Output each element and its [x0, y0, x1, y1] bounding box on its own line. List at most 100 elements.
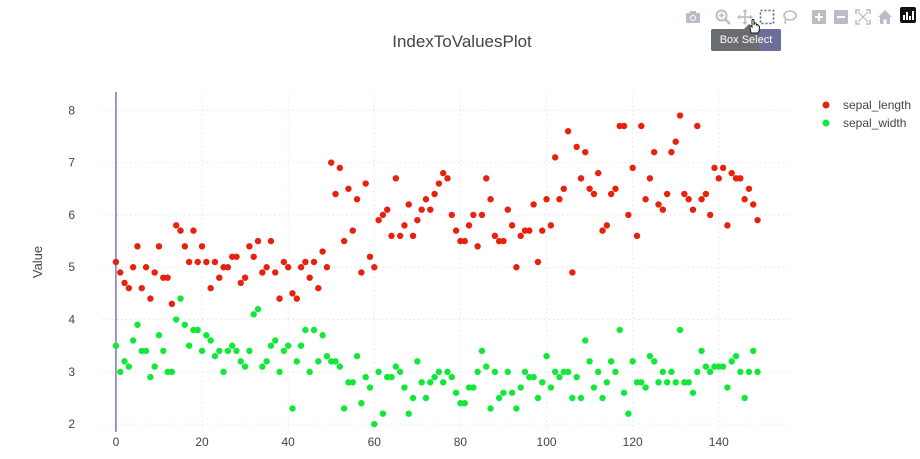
data-point — [142, 264, 150, 271]
data-point — [534, 258, 542, 266]
data-point — [582, 337, 589, 344]
data-point — [134, 321, 141, 328]
data-point — [431, 190, 438, 198]
zoom-out-button[interactable] — [830, 6, 852, 28]
data-point — [461, 400, 468, 407]
data-point — [194, 326, 201, 334]
chart-title: IndexToValuesPlot — [392, 32, 532, 51]
data-point — [112, 342, 120, 349]
data-point — [513, 264, 520, 271]
data-point — [375, 216, 382, 224]
data-point — [478, 211, 486, 219]
data-point — [181, 321, 189, 328]
data-point — [551, 368, 559, 376]
data-point — [224, 347, 232, 355]
data-point — [297, 342, 305, 349]
data-point — [233, 347, 240, 355]
data-point — [526, 227, 533, 234]
data-point — [241, 363, 249, 370]
data-point — [151, 269, 158, 276]
data-point — [366, 253, 374, 260]
box-select-button[interactable] — [756, 6, 778, 28]
legend-item-sepal_length[interactable]: sepal_length — [822, 98, 912, 112]
data-point — [160, 347, 167, 355]
data-point — [642, 384, 649, 391]
series-sepal_length — [112, 112, 761, 308]
data-point — [556, 373, 563, 381]
zoom-button[interactable] — [712, 6, 734, 28]
data-point — [599, 394, 606, 402]
data-point — [530, 201, 537, 208]
data-point — [646, 175, 654, 182]
data-point — [517, 232, 524, 240]
y-axis-label: Value — [30, 246, 45, 278]
data-point — [259, 269, 266, 276]
legend-label: sepal_width — [843, 116, 906, 130]
data-point — [685, 379, 692, 386]
x-tick-label: 80 — [454, 435, 468, 449]
data-point — [655, 201, 662, 208]
data-point — [237, 358, 244, 365]
data-point — [336, 363, 344, 370]
data-point — [306, 274, 313, 281]
data-point — [250, 253, 257, 260]
data-point — [254, 305, 262, 313]
pan-button[interactable] — [734, 6, 756, 28]
data-point — [534, 394, 542, 402]
data-point — [556, 196, 563, 203]
data-point — [646, 352, 654, 360]
data-point — [293, 295, 300, 302]
plotly-logo[interactable] — [900, 7, 916, 23]
data-point — [625, 211, 632, 219]
data-point — [702, 190, 710, 198]
data-point — [220, 368, 227, 376]
camera-button[interactable] — [682, 6, 704, 28]
data-point — [487, 405, 494, 412]
legend-item-sepal_width[interactable]: sepal_width — [822, 116, 907, 130]
data-point — [439, 379, 447, 386]
data-point — [732, 352, 740, 360]
data-point — [237, 279, 244, 287]
data-point — [745, 368, 753, 376]
y-tick-label: 7 — [68, 156, 75, 170]
data-point — [323, 264, 331, 271]
hand-cursor-icon — [749, 19, 761, 34]
home-button[interactable] — [874, 6, 896, 28]
data-point — [263, 264, 270, 271]
zoom-in-button[interactable] — [808, 6, 830, 28]
data-point — [401, 222, 408, 229]
data-point — [470, 384, 477, 391]
data-point — [173, 316, 180, 323]
data-point — [750, 201, 757, 208]
data-point — [185, 258, 193, 266]
data-point — [302, 258, 309, 266]
y-tick-label: 6 — [68, 208, 75, 222]
data-point — [173, 222, 180, 229]
data-point — [366, 384, 374, 391]
legend[interactable]: sepal_length sepal_width — [822, 98, 912, 130]
data-point — [663, 379, 671, 386]
lasso-button[interactable] — [778, 6, 800, 28]
data-point — [547, 384, 555, 391]
data-point — [448, 373, 456, 381]
x-tick-label: 40 — [281, 435, 295, 449]
data-point — [297, 264, 305, 271]
data-point — [724, 222, 731, 229]
data-point — [663, 190, 671, 198]
data-point — [409, 232, 417, 240]
data-point — [198, 243, 206, 250]
pan-icon — [737, 9, 753, 25]
legend-marker — [822, 119, 830, 127]
data-point — [147, 295, 154, 302]
data-point — [435, 368, 443, 376]
data-point — [513, 405, 520, 412]
tooltip-text: Box Select — [719, 34, 773, 46]
data-point — [203, 332, 210, 339]
data-point — [668, 368, 675, 376]
camera-icon — [686, 11, 700, 23]
data-point — [607, 358, 615, 365]
data-point — [280, 347, 288, 355]
autoscale-button[interactable] — [852, 6, 874, 28]
